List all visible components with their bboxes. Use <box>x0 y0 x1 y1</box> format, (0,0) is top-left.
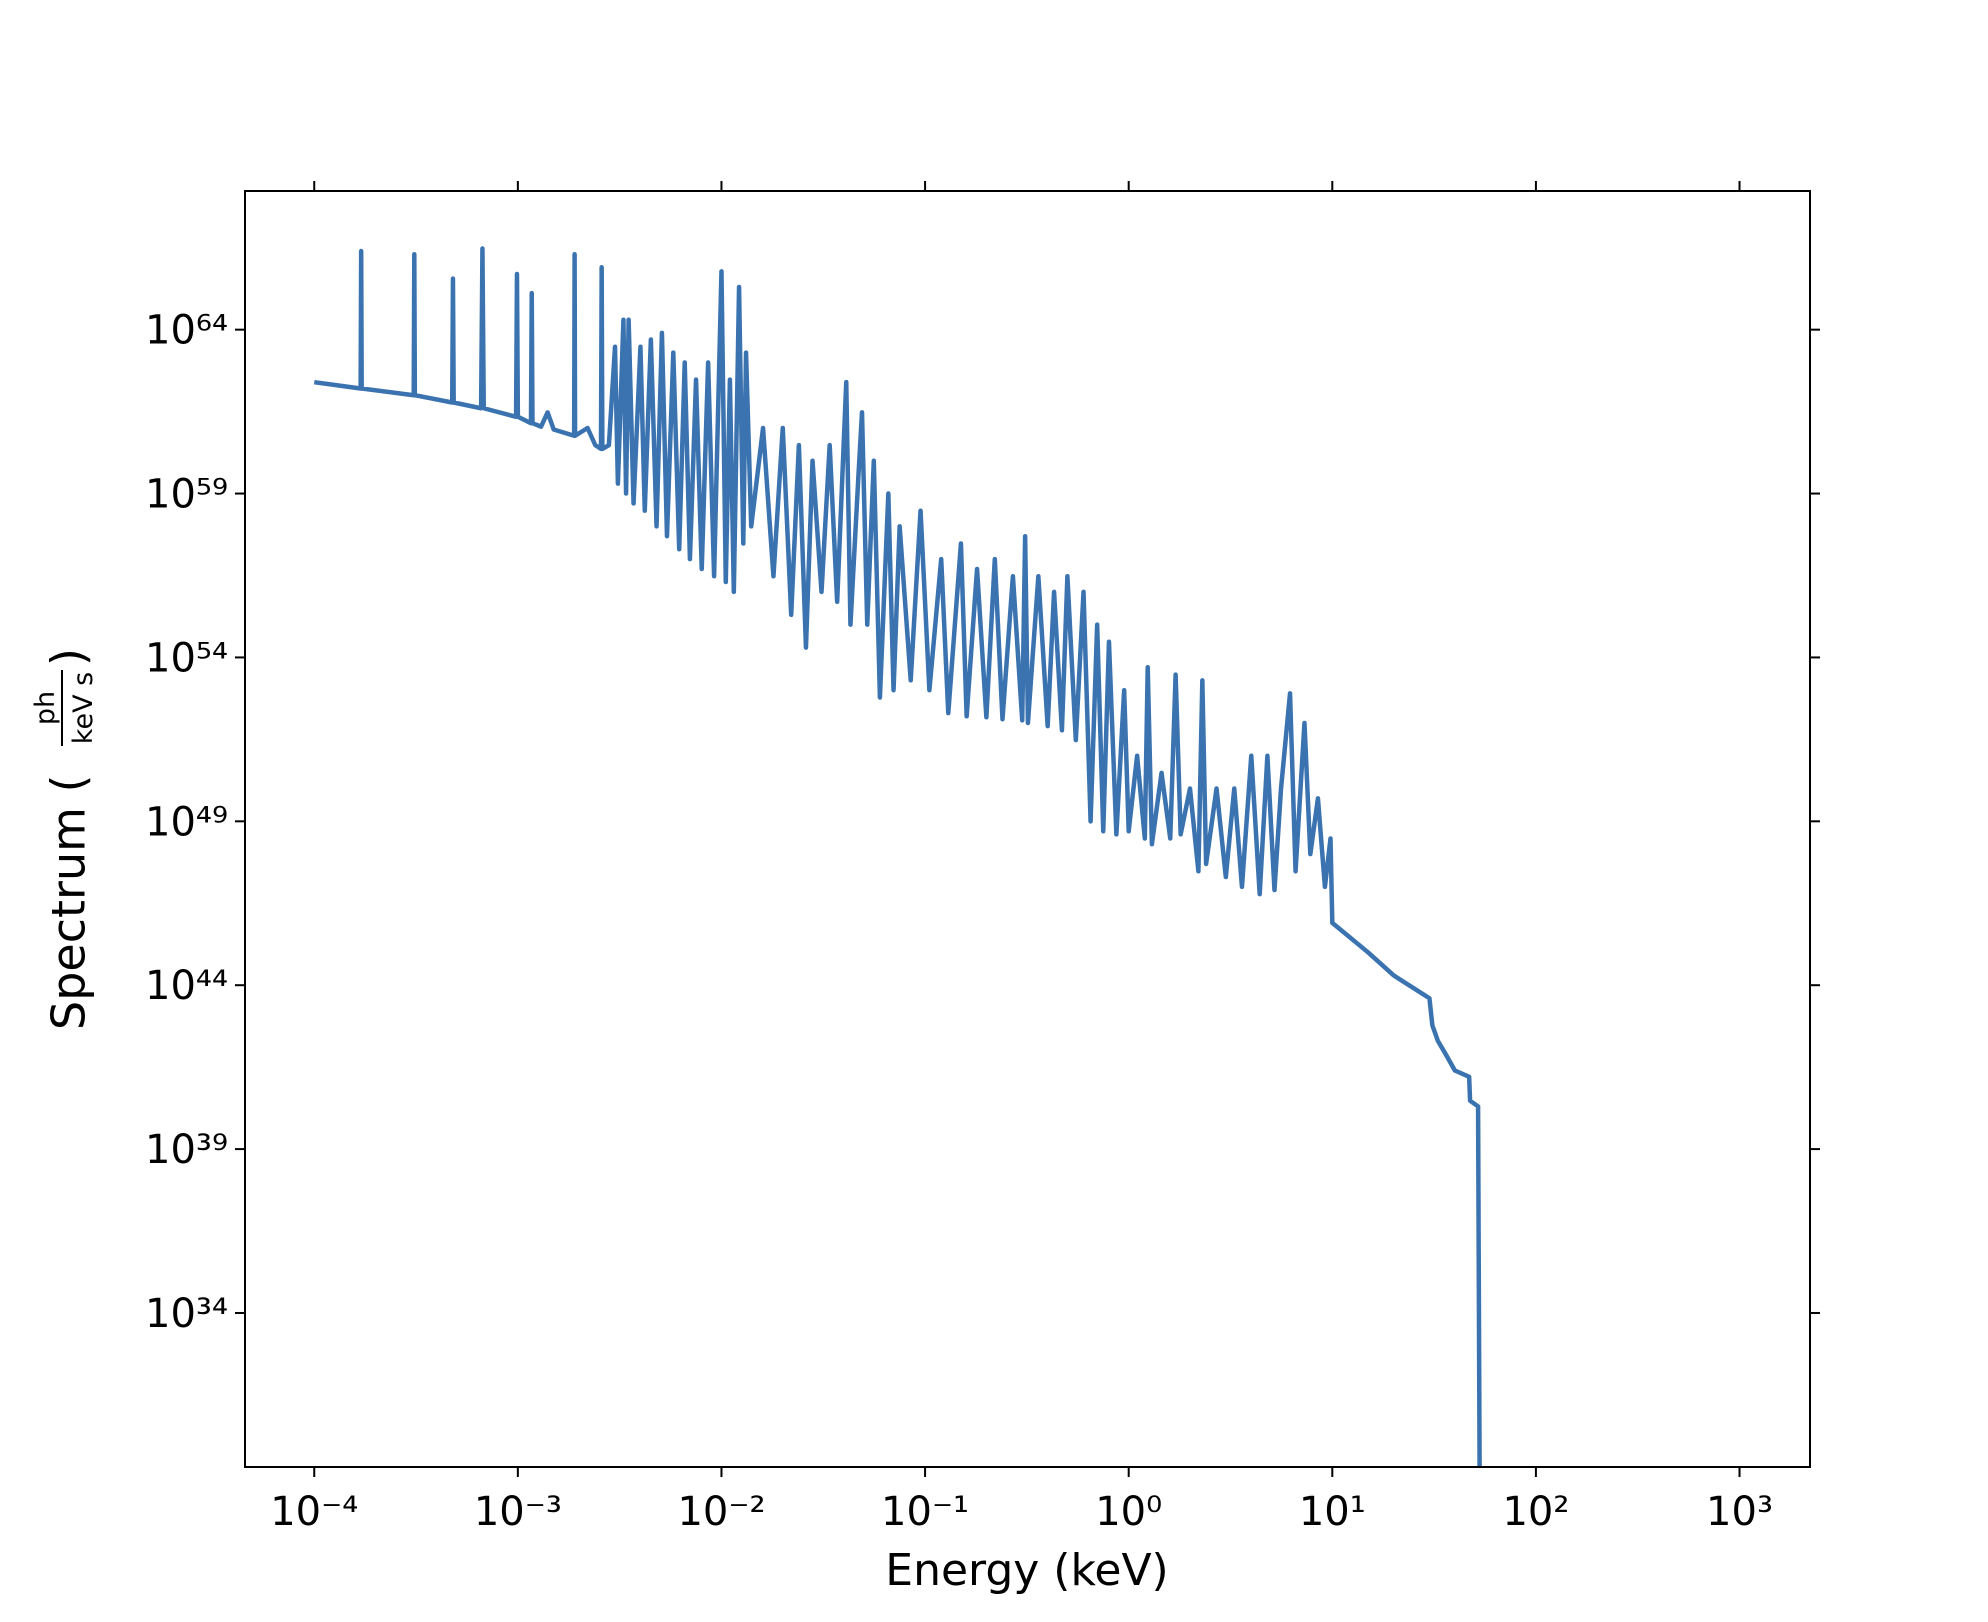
x-tick-label: 10⁻² <box>677 1489 765 1535</box>
y-label-suffix: ) <box>42 648 96 666</box>
y-tick-label: 10³⁹ <box>145 1127 228 1173</box>
x-tick-label: 10³ <box>1706 1489 1773 1535</box>
y-tick-label: 10⁶⁴ <box>145 308 228 354</box>
y-label-denominator: keV s <box>68 672 99 744</box>
x-tick-label: 10⁻³ <box>474 1489 562 1535</box>
y-label-prefix: Spectrum ( <box>42 775 96 1030</box>
y-label-numerator: ph <box>30 691 61 725</box>
y-tick-label: 10⁴⁹ <box>145 799 228 845</box>
y-tick-label: 10⁴⁴ <box>145 963 228 1009</box>
x-axis-label: Energy (keV) <box>885 1545 1168 1596</box>
x-tick-label: 10⁻⁴ <box>270 1489 358 1535</box>
x-tick-label: 10⁰ <box>1095 1489 1162 1535</box>
x-tick-label: 10² <box>1502 1489 1569 1535</box>
y-tick-label: 10⁵⁴ <box>145 635 228 681</box>
y-tick-label: 10³⁴ <box>145 1291 228 1337</box>
x-tick-label: 10⁻¹ <box>881 1489 969 1535</box>
plot-frame <box>244 190 1811 1468</box>
y-tick-label: 10⁵⁹ <box>145 472 228 518</box>
spectrum-line <box>313 246 1482 1467</box>
x-tick-label: 10¹ <box>1299 1489 1366 1535</box>
y-axis-label: Spectrum ( ph keV s ) <box>30 648 99 1030</box>
